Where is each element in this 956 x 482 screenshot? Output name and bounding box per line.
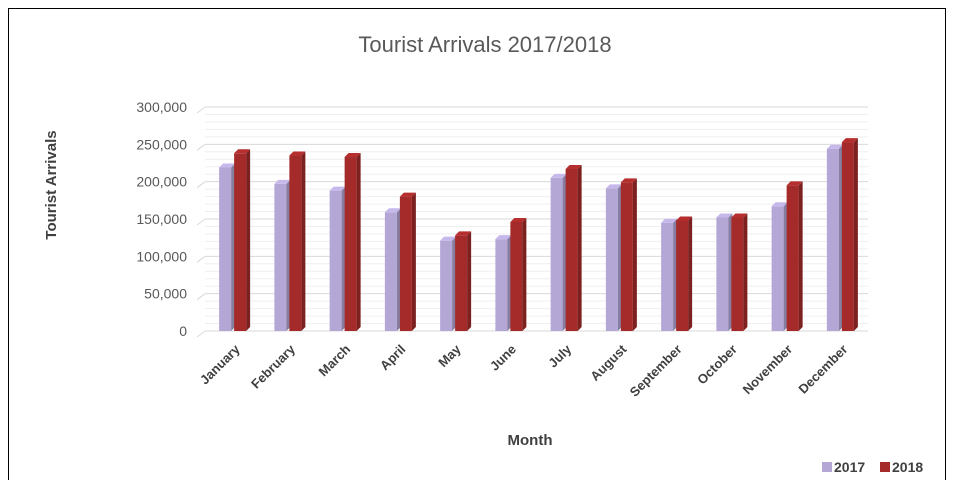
legend-label-2018: 2018 xyxy=(892,459,923,475)
bar-2017-october xyxy=(716,217,729,331)
x-tick-label: November xyxy=(740,342,796,398)
bar-top xyxy=(731,213,748,218)
bar-2017-april xyxy=(384,212,397,331)
y-tick-label: 100,000 xyxy=(136,248,187,264)
bar-2017-january xyxy=(219,167,232,331)
bars xyxy=(219,138,858,331)
y-tick-label: 150,000 xyxy=(136,211,187,227)
bar-2018-may xyxy=(455,235,468,331)
legend-label-2017: 2017 xyxy=(834,459,865,475)
x-tick-label: September xyxy=(627,342,685,400)
x-tick-label: June xyxy=(487,342,519,374)
legend-swatch-2018 xyxy=(880,462,890,472)
bar-side xyxy=(743,213,748,331)
gridline-wall xyxy=(196,143,206,151)
gridline-wall xyxy=(196,330,206,338)
bar-top xyxy=(676,216,693,221)
bar-top xyxy=(771,202,788,207)
bar-top xyxy=(344,153,361,158)
x-tick-label: April xyxy=(377,342,409,374)
bar-top xyxy=(716,213,733,218)
bar-2017-september xyxy=(661,222,674,331)
gridline-wall xyxy=(196,106,206,114)
bar-top xyxy=(384,208,401,213)
bar-2018-december xyxy=(841,142,854,331)
bar-top xyxy=(826,144,843,149)
x-tick-label: February xyxy=(248,341,298,391)
bar-top xyxy=(841,138,858,143)
bar-2018-june xyxy=(510,221,523,331)
y-axis-title: Tourist Arrivals xyxy=(43,130,60,239)
gridline-wall xyxy=(196,293,206,301)
bar-top xyxy=(786,181,803,186)
bar-top xyxy=(455,231,472,236)
bar-side xyxy=(577,164,582,331)
x-tick-label: March xyxy=(316,341,354,379)
bar-2017-november xyxy=(771,206,784,331)
bar-top xyxy=(399,192,416,197)
y-tick-label: 200,000 xyxy=(136,174,187,190)
bar-top xyxy=(289,151,306,156)
bar-side xyxy=(853,138,858,331)
bar-top xyxy=(219,163,236,168)
bar-2017-february xyxy=(274,183,287,331)
bar-top xyxy=(495,235,512,240)
bar-side xyxy=(301,151,306,331)
bar-top xyxy=(550,173,567,178)
bar-side xyxy=(798,181,803,331)
bar-2018-july xyxy=(565,168,578,331)
bar-2018-august xyxy=(620,182,633,331)
bar-side xyxy=(522,217,527,331)
legend: 2017 2018 xyxy=(822,459,923,475)
bar-2017-june xyxy=(495,239,508,331)
bar-side xyxy=(467,231,472,331)
bar-side xyxy=(411,192,416,331)
bar-2017-march xyxy=(329,190,342,331)
x-tick-label: May xyxy=(435,341,464,370)
bar-top xyxy=(440,236,457,241)
bar-top xyxy=(605,184,622,189)
bar-top xyxy=(274,179,291,184)
gridline-wall xyxy=(196,255,206,263)
gridlines xyxy=(196,106,868,338)
bar-2018-september xyxy=(676,220,689,331)
x-axis-ticks: January February March April May June July Augu… xyxy=(197,341,851,400)
x-tick-label: January xyxy=(197,341,243,387)
bar-2017-may xyxy=(440,240,453,331)
bar-top xyxy=(510,217,527,222)
y-tick-label: 50,000 xyxy=(144,286,187,302)
gridline-wall xyxy=(196,218,206,226)
gridline-wall xyxy=(196,181,206,189)
bar-side xyxy=(632,178,637,331)
bar-2018-february xyxy=(289,155,302,331)
bar-2018-april xyxy=(399,196,412,331)
bar-top xyxy=(661,218,678,223)
x-tick-label: August xyxy=(587,341,630,384)
legend-swatch-2017 xyxy=(822,462,832,472)
bar-2018-november xyxy=(786,185,799,331)
bar-2018-october xyxy=(731,217,744,331)
bar-2017-july xyxy=(550,177,563,331)
bar-side xyxy=(246,149,251,331)
bar-2018-january xyxy=(234,153,247,331)
bar-2017-december xyxy=(826,148,839,331)
x-tick-label: December xyxy=(795,342,850,397)
bar-2017-august xyxy=(605,188,618,331)
y-tick-label: 250,000 xyxy=(136,136,187,152)
bar-top xyxy=(620,178,637,183)
y-tick-label: 0 xyxy=(179,323,187,339)
chart-title: Tourist Arrivals 2017/2018 xyxy=(358,32,611,57)
x-axis-title: Month xyxy=(508,432,553,449)
bar-top xyxy=(329,186,346,191)
y-tick-label: 300,000 xyxy=(136,99,187,115)
bar-side xyxy=(356,153,361,331)
x-tick-label: July xyxy=(545,341,575,371)
bar-top xyxy=(234,149,251,154)
bar-top xyxy=(565,164,582,169)
x-tick-label: October xyxy=(694,342,740,388)
y-axis-ticks: 0 50,000 100,000 150,000 200,000 250,000 300,0… xyxy=(136,99,187,339)
bar-side xyxy=(688,216,693,331)
bar-2018-march xyxy=(344,157,357,331)
